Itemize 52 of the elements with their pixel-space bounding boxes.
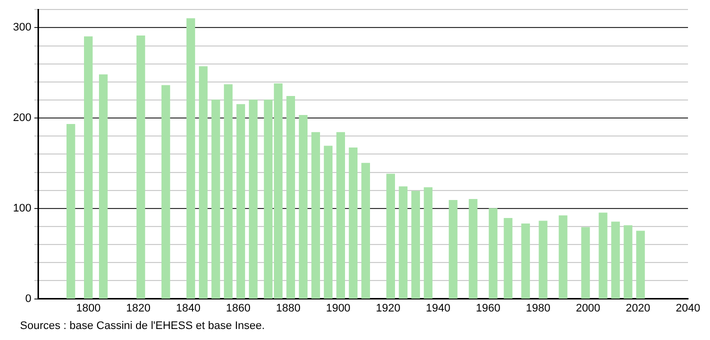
x-tick-label: 1980 [526,302,550,314]
y-tick-label: 200 [12,112,32,124]
bar [336,132,346,299]
source-note: Sources : base Cassini de l'EHESS et base Insee. [20,320,265,332]
bar [538,220,548,299]
bar [198,66,208,299]
bar [521,223,530,299]
x-tick-label: 2000 [576,302,600,314]
bar [161,85,170,299]
x-tick-label: 1820 [126,302,151,314]
x-tick-label: 1960 [476,302,500,314]
bar [224,84,233,299]
y-tick-label: 300 [12,22,32,34]
bar [488,208,498,299]
x-tick-label: 1840 [176,302,201,314]
bar [361,162,370,299]
bar [558,215,568,299]
bar [424,187,432,299]
bar [286,96,296,299]
x-tick-label: 1880 [276,302,300,314]
bar [311,132,320,299]
bar [211,100,220,299]
bar [66,124,76,299]
x-tick-label: 1940 [426,302,450,314]
bar [236,104,246,299]
x-tick-label: 1920 [376,302,400,314]
bar [348,148,358,299]
x-tick-label: 2040 [676,302,700,314]
bar [468,199,478,299]
bar [611,222,620,299]
bar [324,146,333,299]
bar [386,174,395,299]
bar [448,200,458,299]
bar [624,225,632,299]
bar [411,190,420,299]
x-tick-label: 1900 [326,302,350,314]
y-tick-label: 0 [25,292,32,305]
bar [186,18,196,299]
bar [84,36,93,299]
x-tick-label: 1800 [76,302,101,314]
bar [248,100,258,299]
bar [598,212,608,299]
bar [581,227,590,299]
bar [136,35,146,299]
x-tick-label: 2020 [626,302,650,314]
y-tick-label: 100 [12,202,32,214]
x-tick-label: 1860 [226,302,250,314]
bar [398,186,408,299]
bar [98,74,108,299]
bar [636,230,645,299]
bar [504,218,512,299]
bar [298,115,308,299]
